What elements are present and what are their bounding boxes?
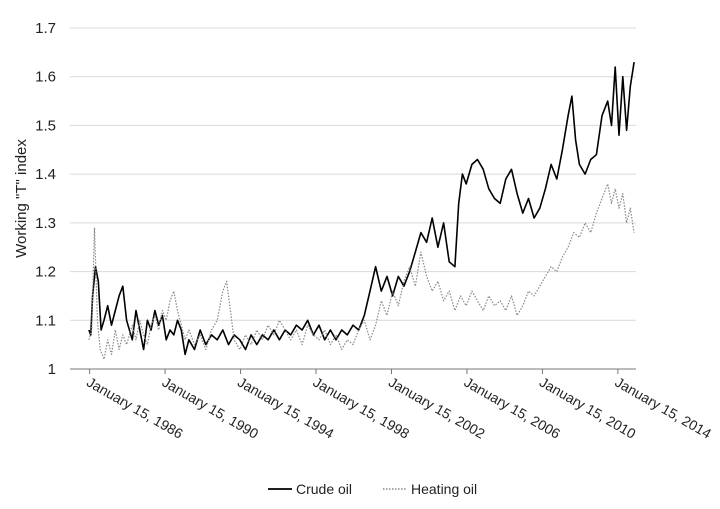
y-tick-label: 1.6 [35, 69, 56, 86]
y-tick-label: 1.5 [35, 117, 56, 134]
y-axis-ticks: 1 1.1 1.2 1.3 1.4 1.5 1.6 1.7 [35, 20, 56, 378]
series-layer [88, 61, 635, 360]
y-tick-label: 1 [48, 361, 56, 378]
y-tick-label: 1.7 [35, 20, 56, 37]
y-axis-label: Working "T" index [13, 139, 30, 258]
series-line-heating-oil [88, 183, 635, 360]
legend: Crude oil Heating oil [268, 481, 477, 497]
y-tick-label: 1.4 [35, 166, 56, 183]
y-tick-label: 1.1 [35, 312, 56, 329]
legend-label: Heating oil [411, 481, 477, 497]
y-tick-label: 1.3 [35, 215, 56, 232]
y-tick-label: 1.2 [35, 264, 56, 281]
legend-label: Crude oil [296, 481, 352, 497]
gridlines [70, 27, 636, 321]
series-line-crude-oil [88, 61, 635, 356]
